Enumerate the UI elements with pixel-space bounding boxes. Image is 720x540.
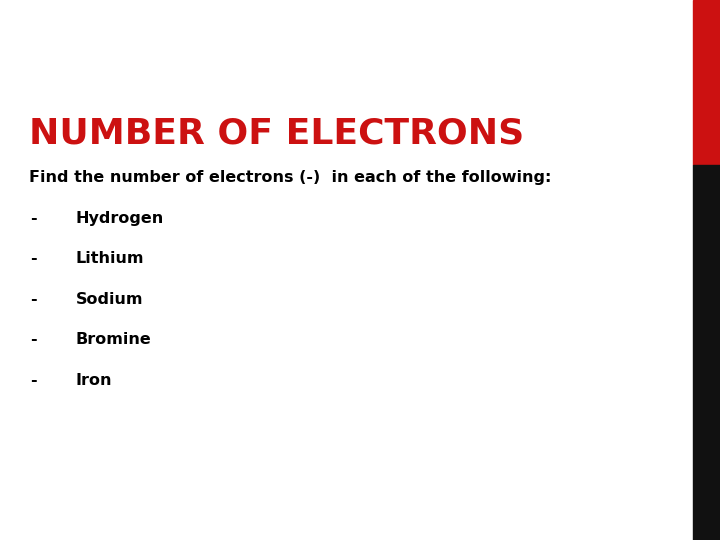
Text: Iron: Iron	[76, 373, 112, 388]
Text: -: -	[30, 292, 37, 307]
Text: Sodium: Sodium	[76, 292, 143, 307]
Bar	[693, 0, 720, 165]
Text: Hydrogen: Hydrogen	[76, 211, 164, 226]
Text: -: -	[30, 211, 37, 226]
Text: -: -	[30, 373, 37, 388]
Text: Lithium: Lithium	[76, 251, 144, 266]
Text: NUMBER OF ELECTRONS: NUMBER OF ELECTRONS	[29, 116, 524, 150]
Text: Find the number of electrons (-)  in each of the following:: Find the number of electrons (-) in each…	[29, 170, 552, 185]
Bar	[693, 165, 720, 540]
Text: -: -	[30, 332, 37, 347]
Text: -: -	[30, 251, 37, 266]
Text: Bromine: Bromine	[76, 332, 151, 347]
